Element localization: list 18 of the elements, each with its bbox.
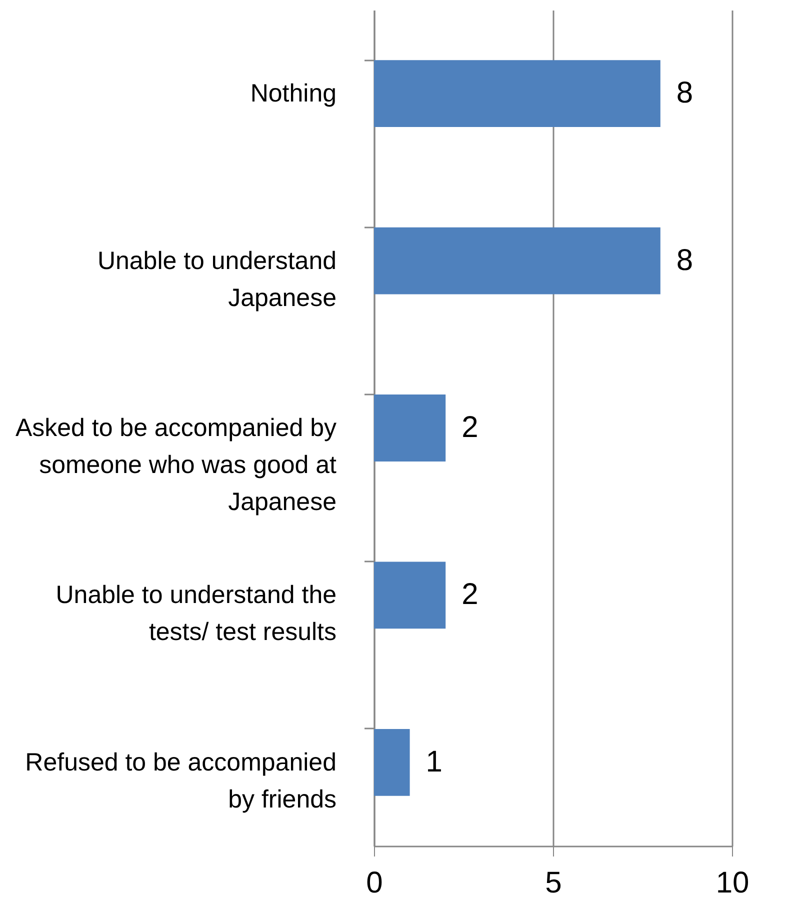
x-tick-label: 10 <box>716 866 750 900</box>
data-label: 2 <box>462 411 478 444</box>
bar <box>374 562 446 629</box>
bar <box>374 60 660 128</box>
data-label: 8 <box>676 76 694 110</box>
y-tick-label: Refused to be accompanied by friends <box>25 748 336 814</box>
x-tick-label: 0 <box>366 866 383 900</box>
bar <box>374 394 446 462</box>
bar <box>374 227 660 294</box>
data-label: 2 <box>462 578 478 612</box>
y-tick-label: Unable to understand Japanese <box>97 246 336 312</box>
y-tick-label: Asked to be accompanied by someone who was good at Japanese <box>15 414 337 516</box>
bar <box>374 728 410 796</box>
data-label: 8 <box>676 244 694 277</box>
y-tick-label: Unable to understand the tests/ test results <box>56 581 336 646</box>
x-tick-label: 5 <box>545 866 562 900</box>
y-tick-label: Nothing <box>250 80 336 108</box>
data-label: 1 <box>426 745 442 778</box>
